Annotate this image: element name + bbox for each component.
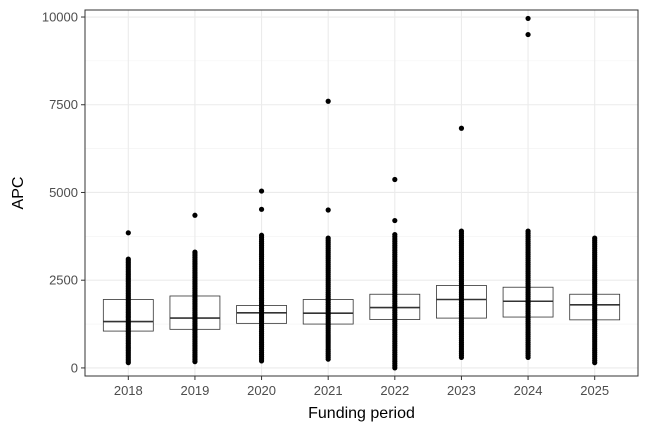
data-points — [125, 15, 598, 371]
grid-lines — [85, 10, 638, 376]
y-tick-label: 2500 — [49, 273, 78, 288]
y-tick-label: 10000 — [42, 10, 78, 25]
data-point — [125, 256, 131, 262]
x-tick-label: 2020 — [247, 383, 276, 398]
x-tick-label: 2023 — [447, 383, 476, 398]
outlier-point — [258, 188, 265, 194]
x-tick-label: 2025 — [580, 383, 609, 398]
data-point — [392, 231, 398, 238]
x-tick-label: 2018 — [114, 383, 143, 398]
panel-border — [84, 9, 639, 377]
outlier-point — [192, 212, 198, 218]
outlier-point — [392, 176, 398, 183]
axes: 0 2500 5000 7500 10000 2018 2019 2020 2021 2022 20… — [42, 10, 609, 398]
outlier-point — [258, 206, 265, 212]
x-tick-label: 2024 — [514, 383, 543, 398]
outlier-point — [325, 98, 331, 104]
outlier-point — [392, 217, 398, 224]
y-tick-label: 0 — [71, 360, 78, 375]
y-tick-label: 5000 — [49, 185, 78, 200]
outlier-point — [525, 31, 531, 38]
data-point — [592, 235, 598, 241]
x-axis-title: Funding period — [308, 405, 415, 422]
outlier-point — [458, 125, 465, 131]
x-tick-label: 2021 — [314, 383, 343, 398]
outlier-point — [125, 230, 131, 236]
data-point — [258, 232, 265, 238]
data-point — [458, 228, 465, 234]
y-tick-label: 7500 — [49, 97, 78, 112]
outlier-point — [325, 207, 331, 213]
data-point — [525, 228, 531, 234]
outlier-point — [525, 15, 531, 22]
x-tick-label: 2019 — [180, 383, 209, 398]
data-point — [192, 249, 198, 255]
y-axis-title: APC — [10, 177, 27, 210]
data-point — [325, 235, 331, 241]
x-tick-label: 2022 — [380, 383, 409, 398]
